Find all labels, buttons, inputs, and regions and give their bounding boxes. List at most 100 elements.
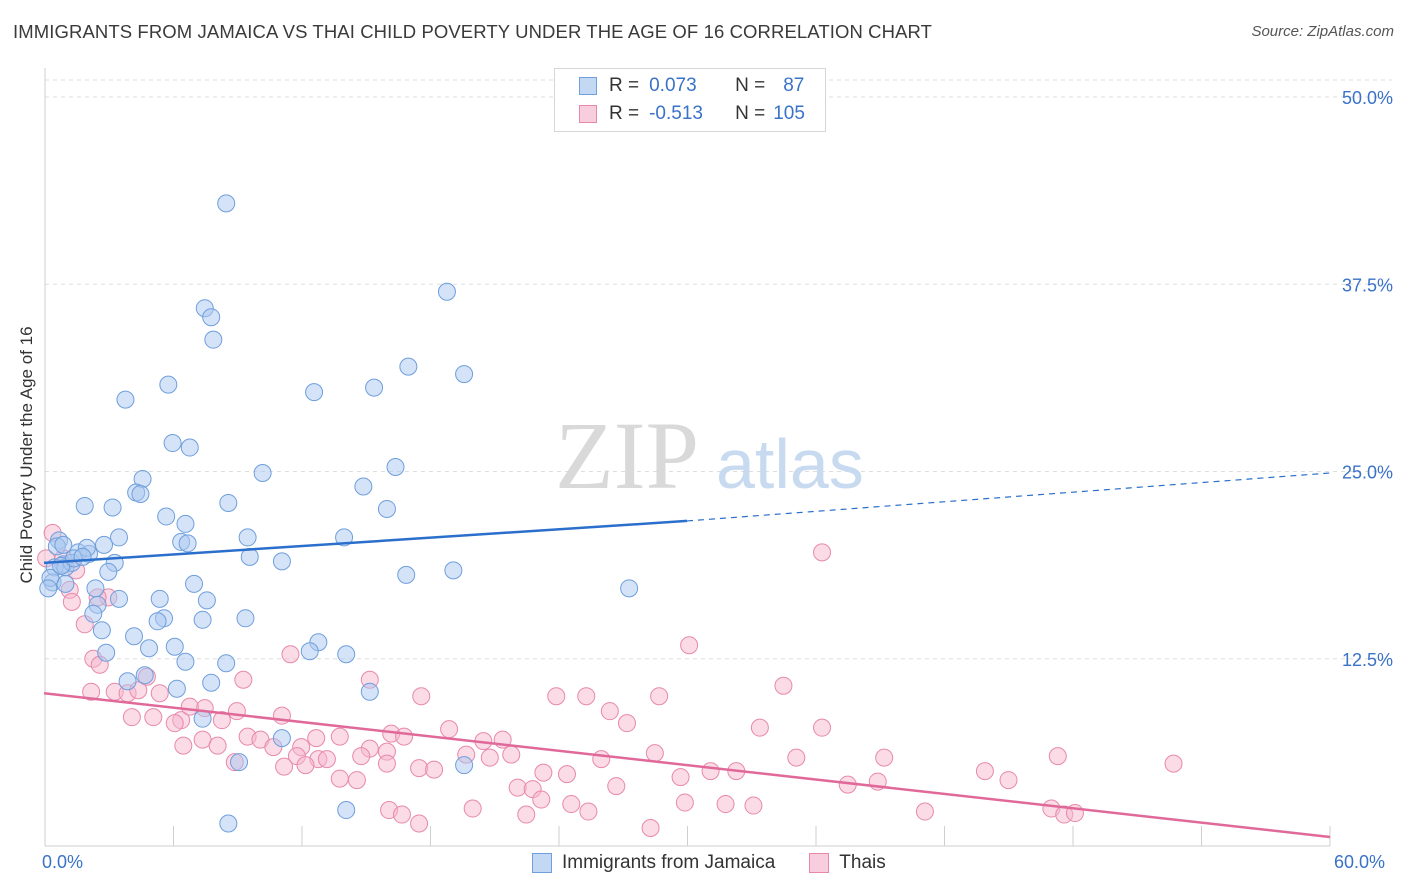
data-point (227, 702, 246, 721)
data-point (300, 642, 319, 661)
data-point (386, 458, 405, 477)
data-point (592, 750, 611, 769)
data-point (62, 592, 81, 611)
data-point (813, 718, 832, 737)
data-point (774, 676, 793, 695)
data-point (217, 194, 236, 213)
legend-row-thais: R = -0.513 N = 105 (579, 101, 805, 127)
legend-swatch-jamaica (579, 77, 597, 95)
data-point (202, 673, 221, 692)
data-point (330, 727, 349, 746)
legend-item-thais: Thais (809, 852, 886, 874)
data-point (607, 777, 626, 796)
data-point (180, 697, 199, 716)
data-point (377, 754, 396, 773)
data-point (75, 496, 94, 515)
data-point (813, 543, 832, 562)
data-point (680, 636, 699, 655)
data-point (534, 763, 553, 782)
data-point (150, 684, 169, 703)
data-point (330, 769, 349, 788)
jamaica-trend-line (43, 519, 688, 565)
data-point (275, 757, 294, 776)
data-point (750, 718, 769, 737)
data-point (131, 484, 150, 503)
legend-item-jamaica: Immigrants from Jamaica (532, 852, 775, 874)
data-point (397, 565, 416, 584)
data-point (176, 652, 195, 671)
legend-label-thais: Thais (839, 852, 886, 873)
data-point (579, 802, 598, 821)
data-point (517, 805, 536, 824)
data-point (110, 528, 129, 547)
data-point (557, 765, 576, 784)
data-point (103, 498, 122, 517)
legend-swatch-thais (809, 853, 830, 873)
data-point (135, 666, 154, 685)
thais-points (37, 523, 1183, 838)
data-point (157, 507, 176, 526)
data-point (392, 805, 411, 824)
data-point (95, 535, 114, 554)
data-point (144, 708, 163, 727)
data-point (56, 574, 75, 593)
data-point (204, 330, 223, 349)
data-point (238, 528, 257, 547)
data-point (212, 711, 231, 730)
data-point (645, 744, 664, 763)
legend-swatch-thais (579, 105, 597, 123)
data-point (410, 759, 429, 778)
gridlines (45, 79, 1392, 660)
data-point (347, 771, 366, 790)
data-point (208, 736, 227, 755)
data-point (437, 282, 456, 301)
data-point (140, 639, 159, 658)
x-tick-min: 0.0% (42, 852, 84, 872)
data-point (176, 514, 195, 533)
data-point (193, 730, 212, 749)
data-point (230, 753, 249, 772)
data-point (335, 528, 354, 547)
data-point (455, 365, 474, 384)
data-point (125, 627, 144, 646)
data-point (193, 610, 212, 629)
data-point (148, 612, 167, 631)
y-tick-labels: 12.5% 25.0% 37.5% 50.0% (1342, 88, 1393, 670)
data-point (787, 748, 806, 767)
data-point (562, 795, 581, 814)
data-point (547, 687, 566, 706)
data-point (532, 790, 551, 809)
data-point (150, 589, 169, 608)
data-point (463, 799, 482, 818)
data-point (395, 727, 414, 746)
data-point (165, 714, 184, 733)
data-point (307, 729, 326, 748)
data-point (399, 357, 418, 376)
data-point (701, 762, 720, 781)
data-point (600, 702, 619, 721)
data-point (39, 579, 58, 598)
data-point (425, 760, 444, 779)
data-point (180, 438, 199, 457)
data-point (502, 745, 521, 764)
data-point (620, 579, 639, 598)
data-point (337, 645, 356, 664)
data-point (118, 672, 137, 691)
data-point (617, 714, 636, 733)
data-point (122, 708, 141, 727)
legend-swatch-jamaica (532, 853, 552, 873)
data-point (480, 748, 499, 767)
data-point (159, 375, 178, 394)
legend-n-label: N = (735, 75, 766, 96)
data-point (337, 801, 356, 820)
data-point (165, 637, 184, 656)
data-point (641, 819, 660, 838)
legend-r-value: -0.513 (649, 103, 703, 124)
data-point (440, 720, 459, 739)
data-point (253, 463, 272, 482)
data-point (354, 477, 373, 496)
y-tick-label: 37.5% (1342, 275, 1393, 295)
data-point (178, 534, 197, 553)
legend-r-label: R = (609, 75, 640, 96)
